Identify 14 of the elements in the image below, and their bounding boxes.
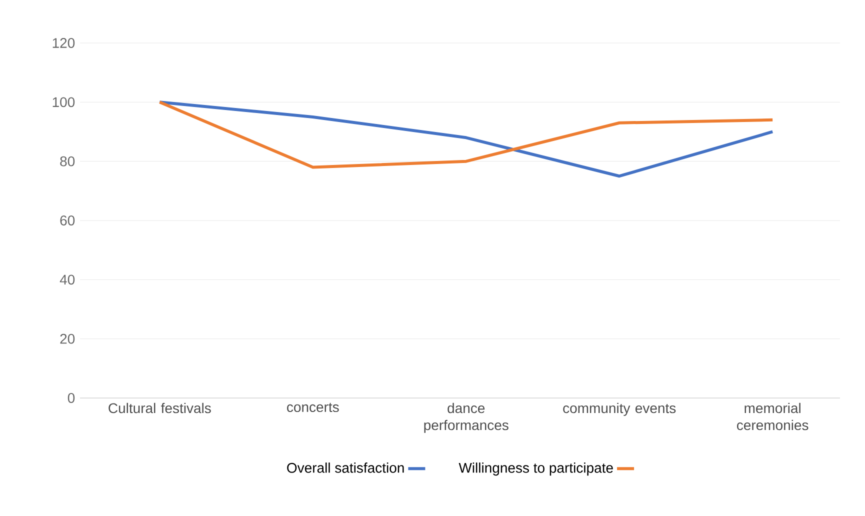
y-tick-label: 120 <box>52 38 75 48</box>
x-tick-label: dance performances <box>424 402 508 433</box>
x-tick-label: memorial ceremonies <box>736 402 808 430</box>
x-tick-label: community events <box>563 402 676 416</box>
x-tick-label: concerts <box>287 402 339 412</box>
legend-label: Overall satisfaction <box>287 462 404 473</box>
x-tick-label: Cultural festivals <box>108 402 211 414</box>
y-tick-label: 80 <box>60 156 75 166</box>
y-tick-label: 40 <box>60 274 75 285</box>
y-tick-label: 20 <box>60 334 75 344</box>
y-tick-label: 0 <box>68 393 75 403</box>
y-tick-label: 60 <box>60 216 75 226</box>
legend-label: Willingness to participate <box>458 462 613 476</box>
y-tick-label: 100 <box>52 97 75 108</box>
